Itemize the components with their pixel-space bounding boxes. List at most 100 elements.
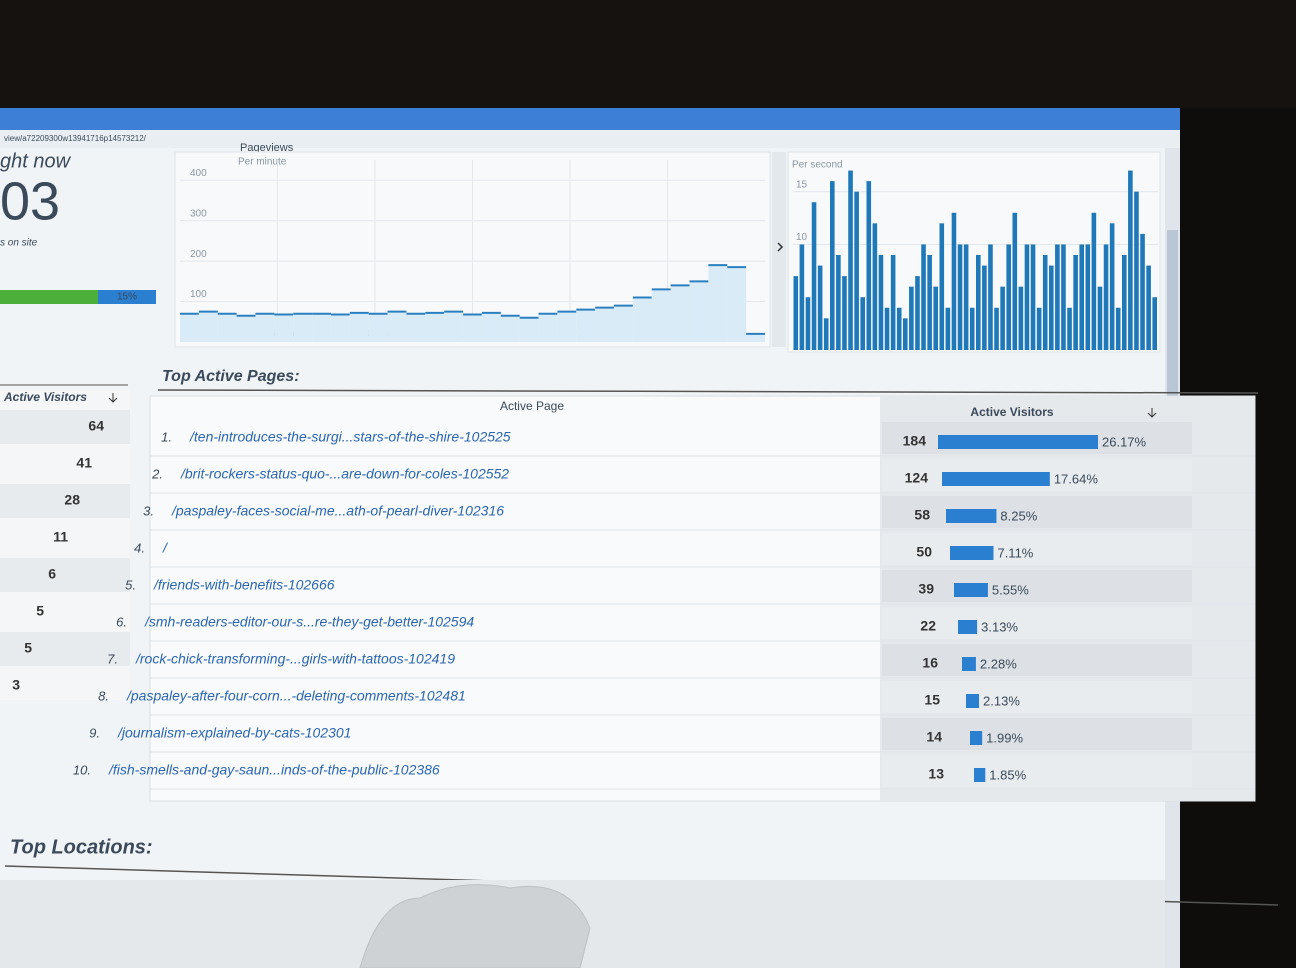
background (0, 0, 1296, 108)
second-bar (890, 255, 896, 350)
minute-bar (670, 285, 690, 342)
second-bar (1079, 244, 1084, 350)
minute-bar (500, 315, 520, 342)
second-bar (1061, 244, 1066, 350)
second-bar (1140, 233, 1145, 350)
second-bar (811, 202, 817, 350)
second-bar (1018, 286, 1024, 350)
percent: 5.55% (992, 582, 1029, 597)
second-bar (866, 181, 872, 350)
visitor-count: 41 (76, 455, 92, 471)
second-label: Per second (792, 160, 843, 171)
page-link: /ten-introduces-the-surgi...stars-of-the… (189, 429, 511, 445)
cell-band (882, 533, 1192, 565)
second-bar (1036, 307, 1042, 350)
second-bar (903, 318, 908, 350)
percent-label: 15% (117, 292, 137, 303)
percent: 2.13% (983, 693, 1020, 708)
visitors: 58 (914, 507, 930, 523)
visitor-bar (938, 435, 1098, 449)
visitor-bar (962, 657, 976, 671)
second-bar (957, 244, 963, 350)
second-bar (921, 244, 926, 350)
minute-bar (689, 281, 709, 342)
minute-bar (425, 312, 445, 342)
minute-bar (198, 311, 218, 342)
expand-icon[interactable] (777, 242, 784, 252)
address-bar (0, 130, 1180, 148)
visitors: 124 (905, 470, 929, 486)
second-bar (1073, 255, 1078, 350)
rank: 10. (73, 762, 91, 777)
returning-visitor-bar (98, 290, 156, 304)
rank: 7. (107, 651, 118, 666)
percent: 1.85% (989, 767, 1026, 782)
minute-bar (557, 311, 577, 342)
minute-bar (519, 317, 539, 342)
rank: 2. (151, 466, 163, 481)
second-bar (1115, 307, 1121, 350)
minute-bar (576, 309, 596, 342)
visitors: 13 (928, 766, 944, 782)
visitors: 50 (916, 544, 932, 560)
second-bar (1152, 297, 1157, 350)
rank: 4. (134, 540, 145, 555)
cell-band (882, 607, 1192, 639)
minute-bar (236, 315, 256, 342)
rank: 1. (161, 429, 172, 444)
minute-bar (180, 313, 199, 342)
summary-count: 03 (0, 171, 60, 231)
visitors: 39 (918, 581, 934, 597)
second-bar (976, 255, 981, 350)
visitor-bar (970, 731, 983, 745)
second-bar (933, 286, 938, 350)
rank: 9. (89, 725, 100, 740)
minute-bar (330, 314, 350, 342)
second-bar (939, 223, 945, 350)
second-bar (927, 255, 932, 350)
chart-title: Pageviews (240, 142, 294, 154)
minute-bar (727, 267, 747, 342)
column-header: Active Visitors (970, 405, 1053, 419)
y-tick-label: 100 (190, 289, 207, 300)
visitor-count: 5 (36, 603, 44, 619)
second-bar (842, 276, 847, 350)
second-bar (1049, 265, 1054, 350)
second-bar (1055, 244, 1060, 350)
second-bar (896, 307, 902, 350)
second-bar (945, 307, 951, 350)
cell-band (882, 496, 1192, 528)
visitor-count: 3 (12, 677, 20, 693)
second-bar (1128, 170, 1133, 350)
visitor-count: 5 (24, 640, 32, 656)
second-bar (817, 265, 823, 350)
minute-bar (406, 313, 426, 342)
visitor-count: 6 (48, 566, 56, 582)
title-bar (0, 108, 1180, 130)
visitor-bar (942, 472, 1050, 486)
second-bar (799, 244, 805, 350)
second-bar (1097, 286, 1103, 350)
second-bar (994, 307, 999, 350)
second-bar (830, 181, 835, 350)
cell-band (882, 681, 1192, 713)
second-bar (1000, 286, 1005, 350)
visitors: 15 (924, 692, 940, 708)
minute-bar (463, 314, 482, 342)
rank: 8. (98, 688, 109, 703)
page-link: /paspaley-faces-social-me...ath-of-pearl… (171, 503, 504, 519)
sort-icon[interactable] (1147, 408, 1157, 418)
y-tick-label: 10 (796, 232, 808, 243)
visitor-bar (950, 546, 994, 560)
cell-band (882, 644, 1192, 676)
column-header: Active Page (500, 399, 564, 413)
sort-icon[interactable] (108, 393, 118, 403)
percent: 2.28% (980, 656, 1017, 671)
visitors: 184 (903, 433, 927, 449)
page-link: /brit-rockers-status-quo-...are-down-for… (180, 466, 509, 482)
summary-title: ght now (0, 150, 72, 172)
minute-bar (595, 307, 615, 342)
minute-bar (255, 313, 275, 342)
new-visitor-bar (0, 290, 98, 304)
second-bar (915, 276, 920, 350)
